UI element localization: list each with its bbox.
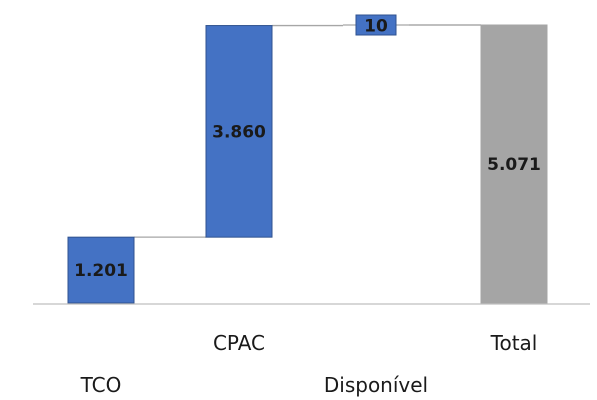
bars (67, 14, 548, 304)
bar-dispon-vel (355, 14, 397, 36)
category-labels: TCO CPAC Disponível Total (80, 331, 538, 397)
bar-tco (67, 236, 135, 304)
value-label: 3.860 (212, 122, 266, 142)
value-labels: 1.201 3.860 10 5.071 (74, 16, 541, 281)
value-label: 1.201 (74, 261, 128, 281)
category-label: TCO (80, 373, 122, 397)
category-label: CPAC (213, 331, 265, 355)
category-label: Total (490, 331, 538, 355)
value-label: 10 (364, 16, 388, 36)
bar-total (480, 24, 548, 304)
category-label: Disponível (324, 373, 428, 397)
bar-cpac (205, 25, 273, 238)
value-label: 5.071 (487, 155, 541, 175)
connector-lines (134, 24, 481, 238)
